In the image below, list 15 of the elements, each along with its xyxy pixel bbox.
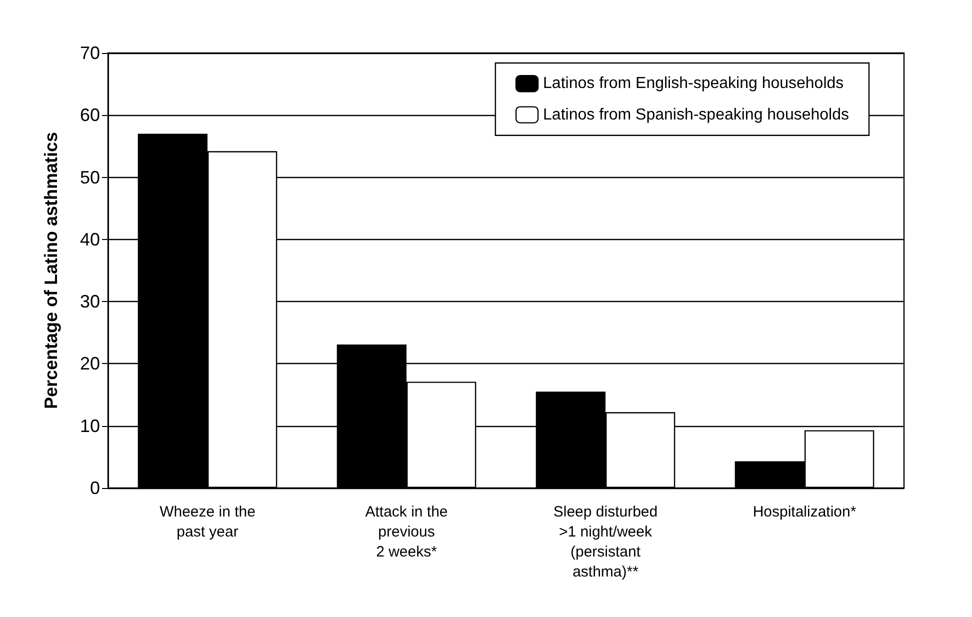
x-tick-label: Wheeze in the past year: [160, 504, 256, 540]
legend-label: Latinos from Spanish-speaking households: [543, 106, 849, 124]
y-tick-label: 60: [80, 105, 100, 126]
legend-label: Latinos from English-speaking households: [543, 75, 844, 92]
x-tick-label: Hospitalization*: [752, 504, 856, 520]
x-tick-label: Sleep disturbed >1 night/week (persistant asthma)**: [553, 504, 658, 580]
y-axis-title: Percentage of Latino asthmatics: [41, 132, 61, 410]
y-tick-label: 40: [80, 229, 100, 250]
x-tick-label: Attack in the previous 2 weeks*: [365, 504, 448, 560]
y-tick-label: 30: [80, 292, 100, 312]
y-tick-label: 20: [80, 354, 100, 374]
y-tick-label: 10: [80, 416, 100, 436]
y-tick-label: 0: [90, 478, 100, 498]
y-tick-label: 70: [80, 43, 100, 63]
y-tick-label: 50: [80, 167, 100, 188]
